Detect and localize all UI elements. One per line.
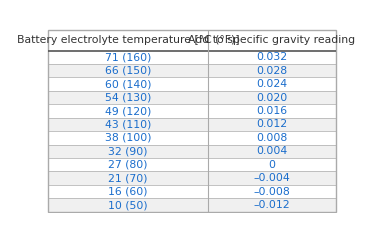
Bar xyxy=(48,145,336,158)
Bar xyxy=(48,131,336,145)
Text: 16 (60): 16 (60) xyxy=(108,187,148,197)
Text: –0.004: –0.004 xyxy=(254,173,290,183)
Text: 38 (100): 38 (100) xyxy=(105,133,152,143)
Bar xyxy=(48,91,336,104)
Text: 71 (160): 71 (160) xyxy=(105,52,152,62)
Text: 21 (70): 21 (70) xyxy=(108,173,148,183)
Text: –0.012: –0.012 xyxy=(254,200,290,210)
Text: 0.032: 0.032 xyxy=(256,52,288,62)
Text: 54 (130): 54 (130) xyxy=(105,92,152,103)
Bar xyxy=(48,30,336,51)
Text: 0.028: 0.028 xyxy=(256,66,288,76)
Text: 49 (120): 49 (120) xyxy=(105,106,152,116)
Bar xyxy=(48,104,336,118)
Text: 43 (110): 43 (110) xyxy=(105,120,152,130)
Text: 60 (140): 60 (140) xyxy=(105,79,152,89)
Text: 0.024: 0.024 xyxy=(256,79,288,89)
Text: 66 (150): 66 (150) xyxy=(105,66,152,76)
Text: Battery electrolyte temperature [°C (°F)]: Battery electrolyte temperature [°C (°F)… xyxy=(17,35,240,45)
Text: 32 (90): 32 (90) xyxy=(108,146,148,156)
Text: 0.008: 0.008 xyxy=(256,133,288,143)
Bar xyxy=(48,185,336,198)
Bar xyxy=(48,64,336,77)
Text: Add to specific gravity reading: Add to specific gravity reading xyxy=(189,35,356,45)
Bar xyxy=(48,118,336,131)
Bar xyxy=(48,158,336,171)
Bar xyxy=(48,198,336,212)
Bar xyxy=(48,51,336,64)
Text: 0.016: 0.016 xyxy=(256,106,288,116)
Text: 10 (50): 10 (50) xyxy=(108,200,148,210)
Text: 0: 0 xyxy=(268,160,276,170)
Bar xyxy=(48,77,336,91)
Text: 0.004: 0.004 xyxy=(256,146,288,156)
Text: 0.020: 0.020 xyxy=(256,92,288,103)
Bar xyxy=(48,171,336,185)
Text: 0.012: 0.012 xyxy=(256,120,288,130)
Text: 27 (80): 27 (80) xyxy=(108,160,148,170)
Text: –0.008: –0.008 xyxy=(254,187,290,197)
